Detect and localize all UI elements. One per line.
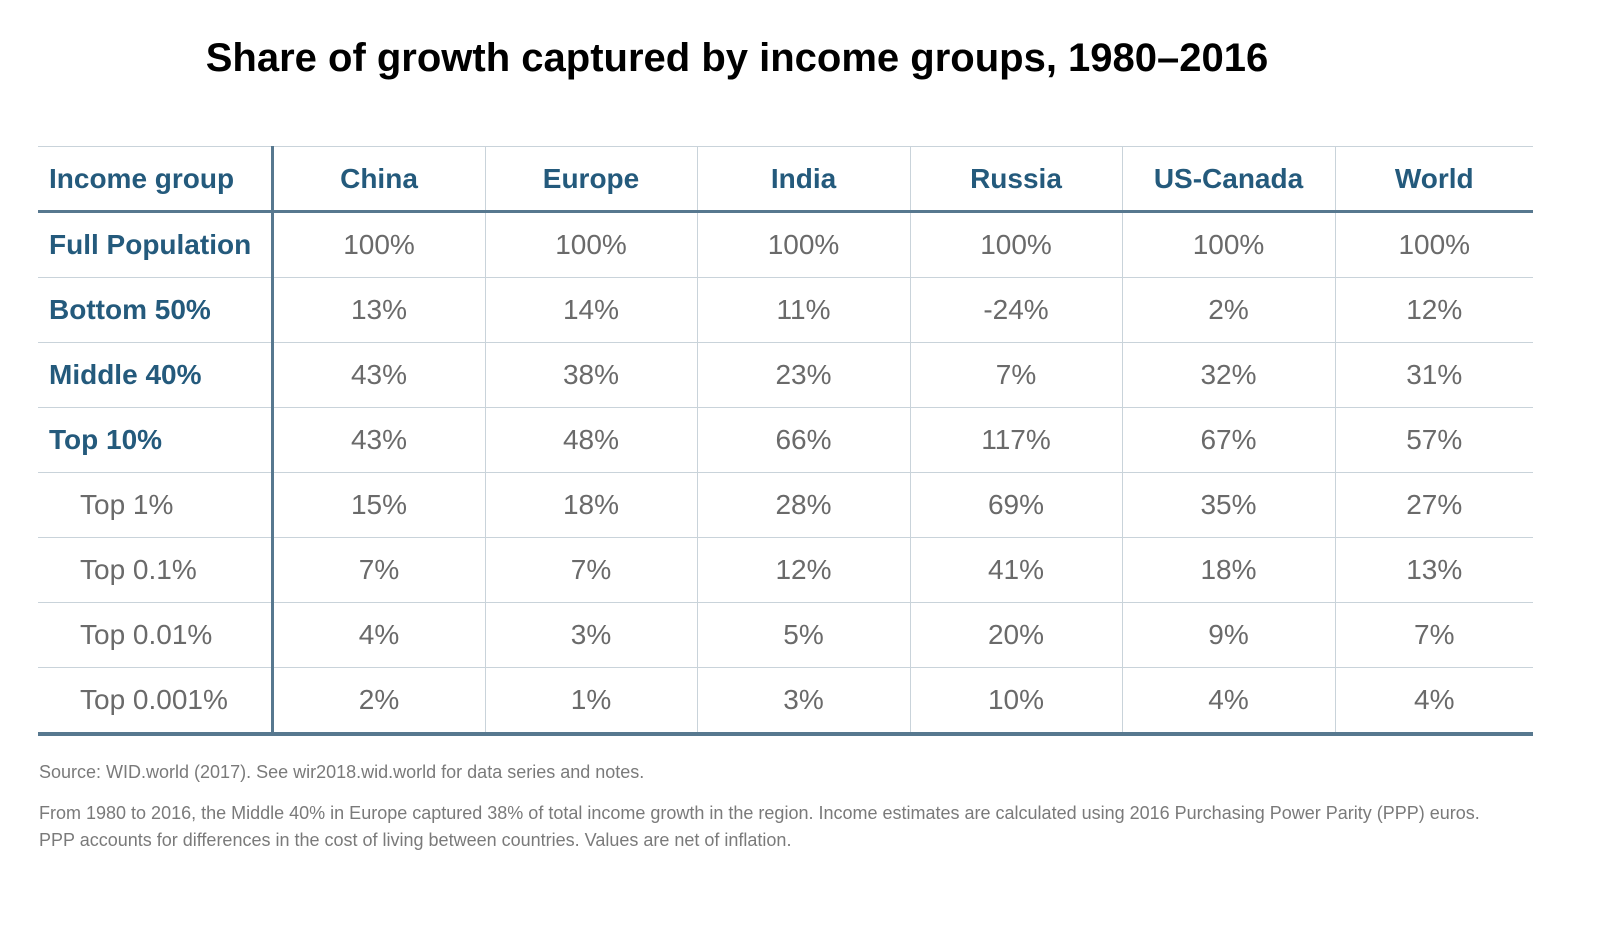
cell: 2% <box>1121 277 1335 343</box>
cell: 5% <box>696 602 910 668</box>
cell: 13% <box>271 277 485 343</box>
cell: 32% <box>1121 342 1335 408</box>
cell: 28% <box>696 472 910 538</box>
row-label: Top 0.001% <box>38 667 274 736</box>
column-header: Russia <box>909 146 1122 213</box>
cell: 7% <box>909 342 1122 408</box>
row-label: Bottom 50% <box>38 277 274 343</box>
cell: 48% <box>484 407 697 473</box>
row-label: Top 0.1% <box>38 537 274 603</box>
column-header: Europe <box>484 146 697 213</box>
cell: 13% <box>1334 537 1533 603</box>
cell: 15% <box>271 472 485 538</box>
cell: 100% <box>696 211 910 278</box>
cell: 10% <box>909 667 1122 736</box>
note: From 1980 to 2016, the Middle 40% in Eur… <box>39 803 1480 850</box>
table: Income group China Europe India Russia US-Can… <box>38 146 1533 736</box>
cell: 117% <box>909 407 1122 473</box>
cell: 2% <box>271 667 485 736</box>
cell: 14% <box>484 277 697 343</box>
table-row: Bottom 50% 13% 14% 11% -24% 2% 12% <box>38 277 1533 343</box>
cell: 43% <box>271 407 485 473</box>
cell: 18% <box>484 472 697 538</box>
cell: 4% <box>271 602 485 668</box>
cell: 100% <box>271 211 485 278</box>
cell: 18% <box>1121 537 1335 603</box>
cell: 23% <box>696 342 910 408</box>
column-header: Income group <box>38 146 274 213</box>
cell: 100% <box>1334 211 1533 278</box>
table-row: Top 0.01% 4% 3% 5% 20% 9% 7% <box>38 602 1533 668</box>
cell: 31% <box>1334 342 1533 408</box>
cell: 3% <box>696 667 910 736</box>
cell: 7% <box>1334 602 1533 668</box>
column-header: US-Canada <box>1121 146 1335 213</box>
cell: 35% <box>1121 472 1335 538</box>
header-row: Income group China Europe India Russia US-Can… <box>38 146 1533 213</box>
cell: 4% <box>1334 667 1533 736</box>
row-label: Top 1% <box>38 472 274 538</box>
cell: 100% <box>1121 211 1335 278</box>
cell: 20% <box>909 602 1122 668</box>
row-label: Top 0.01% <box>38 602 274 668</box>
row-label: Middle 40% <box>38 342 274 408</box>
cell: 67% <box>1121 407 1335 473</box>
cell: 1% <box>484 667 697 736</box>
title: Share of growth captured by income group… <box>205 36 1269 80</box>
cell: 4% <box>1121 667 1335 736</box>
cell: 38% <box>484 342 697 408</box>
table-head: Income group China Europe India Russia US-Can… <box>38 146 1533 213</box>
table-row: Top 10% 43% 48% 66% 117% 67% 57% <box>38 407 1533 473</box>
source: Source: WID.world (2017). See wir2018.wi… <box>39 762 645 782</box>
cell: 7% <box>271 537 485 603</box>
cell: 66% <box>696 407 910 473</box>
table-row: Top 1% 15% 18% 28% 69% 35% 27% <box>38 472 1533 538</box>
column-header: India <box>696 146 910 213</box>
cell: 69% <box>909 472 1122 538</box>
cell: 41% <box>909 537 1122 603</box>
cell: -24% <box>909 277 1122 343</box>
table-row: Top 0.1% 7% 7% 12% 41% 18% 13% <box>38 537 1533 603</box>
column-header: World <box>1334 146 1533 213</box>
table-row: Top 0.001% 2% 1% 3% 10% 4% 4% <box>38 667 1533 736</box>
cell: 100% <box>484 211 697 278</box>
row-label: Top 10% <box>38 407 274 473</box>
cell: 57% <box>1334 407 1533 473</box>
table-body: Full Population 100% 100% 100% 100% 100% 100% B… <box>38 211 1533 736</box>
cell: 27% <box>1334 472 1533 538</box>
cell: 11% <box>696 277 910 343</box>
table-row: Middle 40% 43% 38% 23% 7% 32% 31% <box>38 342 1533 408</box>
cell: 3% <box>484 602 697 668</box>
row-label: Full Population <box>38 211 274 278</box>
cell: 9% <box>1121 602 1335 668</box>
cell: 12% <box>1334 277 1533 343</box>
column-header: China <box>271 146 485 213</box>
cell: 12% <box>696 537 910 603</box>
cell: 100% <box>909 211 1122 278</box>
cell: 7% <box>484 537 697 603</box>
cell: 43% <box>271 342 485 408</box>
table-row: Full Population 100% 100% 100% 100% 100% 100% <box>38 211 1533 278</box>
